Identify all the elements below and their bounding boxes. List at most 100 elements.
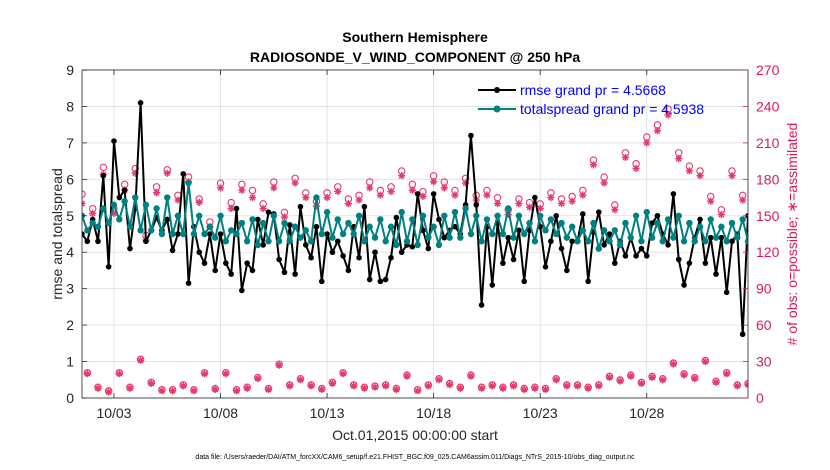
totalspread-point [622,219,629,227]
obs-assimilated-point [717,210,725,219]
plot-frame [81,69,749,399]
obs-assimilated-point [733,382,741,390]
chart-title: Southern Hemisphere [342,29,488,45]
rmse-point [111,138,117,144]
star-stroke [238,187,245,194]
totalspread-point [366,223,373,230]
star-stroke [569,198,576,205]
totalspread-point [478,238,485,245]
y-tick-label: 6 [66,171,74,187]
star-stroke [478,385,485,392]
obs-possible-point [798,367,804,373]
totalspread-point [558,219,565,227]
obs-assimilated-point [552,376,560,384]
obs-assimilated-point [334,187,342,196]
obs-assimilated-point [675,155,683,163]
rmse-point [372,249,378,256]
obs-possible-point [814,204,820,210]
totalspread-point [361,238,368,245]
star-stroke [606,374,613,381]
star-stroke [718,211,725,218]
star-stroke [244,385,251,392]
obs-assimilated-point [366,184,374,192]
star-stroke [595,382,602,389]
star-stroke [494,200,501,207]
legend: rmse grand pr = 4.5668 totalspread grand… [478,82,704,117]
rmse-point [196,249,203,256]
totalspread-point [116,216,123,223]
star-stroke [633,165,640,172]
totalspread-point [180,230,187,238]
obs-assimilated-point [376,191,384,199]
star-stroke [430,178,437,185]
y2-tick-label: 120 [756,244,780,260]
totalspread-point [355,212,363,219]
totalspread-point [515,212,523,219]
obs-assimilated-point [744,381,748,389]
totalspread-point [680,238,688,245]
totalspread-point [537,212,544,219]
rmse-point [558,245,565,252]
totalspread-point [190,230,198,238]
obs-assimilated-point [195,198,203,207]
obs-assimilated-point [82,200,86,208]
obs-possible-point [99,163,108,172]
rmse-point [84,238,91,245]
star-stroke [457,385,464,392]
totalspread-point [249,216,256,223]
obs-assimilated-point [669,360,678,368]
star-stroke [388,188,395,195]
totalspread-point [734,234,741,241]
star-stroke [361,385,368,392]
totalspread-point [696,223,704,230]
totalspread-point [505,205,512,212]
totalspread-point [750,224,756,230]
star-stroke [174,196,181,204]
totalspread-point [350,230,357,238]
star-stroke [276,362,283,369]
star-stroke [691,375,698,382]
rmse-point [105,264,112,270]
totalspread-point [430,223,437,230]
star-stroke [799,369,804,374]
rmse-point [601,242,607,248]
star-stroke [308,382,315,389]
obs-assimilated-point [147,379,155,388]
totalspread-point [616,241,624,249]
obs-assimilated-point [653,127,662,135]
rmse-point [553,212,559,219]
totalspread-point [510,234,517,241]
star-stroke [825,145,830,150]
totalspread-point [84,227,91,234]
obs-assimilated-point [350,382,358,390]
obs-possible-point [825,140,830,146]
obs-assimilated-point [803,194,810,201]
star-stroke [804,195,809,200]
star-stroke [441,184,448,191]
star-stroke [153,189,160,196]
obs-assimilated-point [648,373,656,381]
star-stroke [334,188,341,195]
obs-assimilated-point [243,384,251,392]
rmse-point [116,194,123,201]
star-stroke [212,386,219,393]
x-axis-label: Oct.01,2015 00:00:00 start [332,427,498,443]
star-stroke [825,145,830,150]
obs-assimilated-point [371,383,379,391]
totalspread-point [185,179,192,187]
obs-assimilated-point [355,196,363,204]
rmse-point [95,238,101,245]
y2-tick-label: 270 [756,62,780,78]
obs-assimilated-point [296,376,305,384]
obs-assimilated-point [685,167,693,175]
rmse-point [542,264,549,270]
star-stroke [579,192,586,199]
obs-possible-point [766,374,772,380]
x-tick-label: 10/28 [629,405,664,421]
y2-tick-label: 150 [756,208,780,224]
obs-assimilated-point [403,372,411,380]
rmse-point [473,202,480,208]
obs-assimilated-point [344,200,352,208]
obs-assimilated-point [819,380,826,387]
obs-assimilated-point [478,384,486,392]
